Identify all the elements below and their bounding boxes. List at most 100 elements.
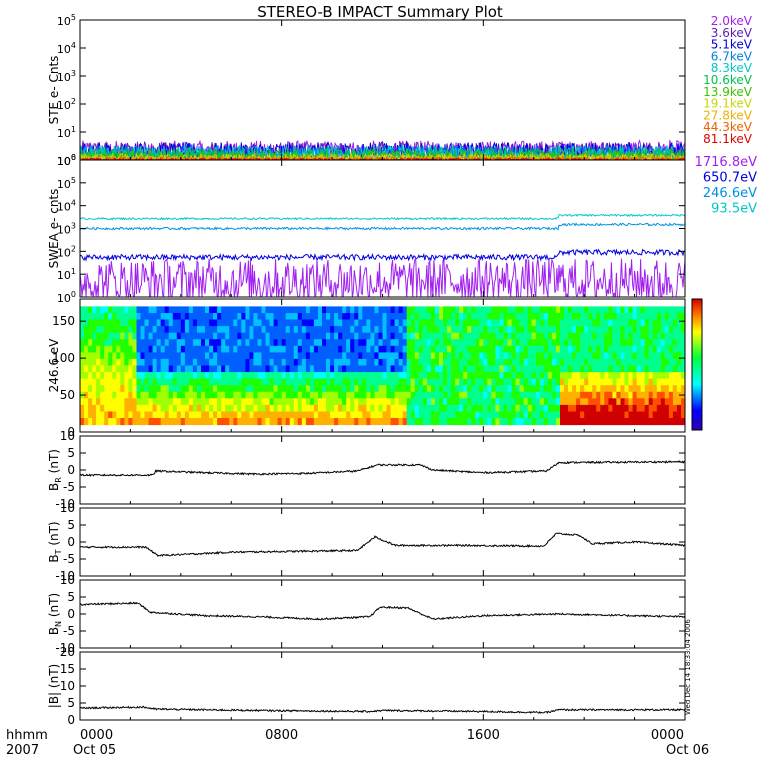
pad-heatmap-cell: [257, 418, 262, 426]
pad-heatmap-cell: [543, 339, 549, 347]
pad-heatmap-cell: [426, 313, 432, 321]
pad-heatmap-cell: [156, 418, 162, 426]
pad-heatmap-cell: [378, 319, 383, 327]
pad-heatmap-cell: [439, 345, 444, 353]
pad-heatmap-cell: [124, 398, 129, 406]
pad-heatmap-cell: [265, 306, 270, 314]
pad-heatmap-cell: [217, 378, 222, 386]
pad-heatmap-cell: [568, 411, 573, 419]
pad-heatmap-cell: [576, 404, 581, 412]
pad-heatmap-cell: [434, 372, 440, 380]
pad-heatmap-cell: [455, 398, 460, 406]
pad-heatmap-cell: [390, 326, 396, 334]
pad-heatmap-cell: [213, 319, 218, 327]
pad-heatmap-cell: [402, 352, 408, 360]
pad-heatmap-cell: [608, 306, 613, 314]
pad-heatmap-cell: [354, 306, 359, 314]
pad-heatmap-cell: [551, 418, 557, 426]
pad-heatmap-cell: [628, 365, 633, 373]
pad-heatmap-cell: [616, 378, 621, 386]
pad-heatmap-cell: [221, 398, 226, 406]
pad-heatmap-cell: [273, 352, 279, 360]
pad-heatmap-cell: [156, 339, 162, 347]
pad-heatmap-cell: [628, 345, 633, 353]
pad-heatmap-cell: [180, 411, 186, 419]
pad-heatmap-cell: [362, 391, 367, 399]
pad-heatmap-cell: [366, 378, 371, 386]
pad-heatmap-cell: [144, 352, 149, 360]
pad-heatmap-cell: [612, 411, 617, 419]
pad-heatmap-cell: [120, 326, 125, 334]
pad-heatmap-cell: [668, 306, 674, 314]
pad-heatmap-cell: [269, 332, 275, 340]
pad-heatmap-cell: [192, 358, 198, 366]
pad-heatmap-cell: [430, 385, 436, 393]
pad-heatmap-cell: [451, 418, 456, 426]
pad-heatmap-cell: [237, 313, 242, 321]
pad-heatmap-cell: [455, 339, 460, 347]
pad-heatmap-cell: [443, 378, 448, 386]
pad-heatmap-cell: [434, 339, 440, 347]
pad-heatmap-cell: [495, 345, 500, 353]
pad-heatmap-cell: [588, 326, 593, 334]
pad-heatmap-cell: [632, 345, 638, 353]
pad-heatmap-cell: [277, 404, 283, 412]
pad-heatmap-cell: [564, 339, 569, 347]
pad-heatmap-cell: [398, 306, 404, 314]
pad-heatmap-cell: [434, 365, 440, 373]
pad-heatmap-cell: [330, 391, 335, 399]
pad-heatmap-cell: [648, 404, 654, 412]
panel-pad-ytick-label: 50: [60, 388, 75, 402]
pad-heatmap-cell: [596, 332, 601, 340]
pad-heatmap-cell: [535, 306, 541, 314]
pad-heatmap-cell: [116, 306, 121, 314]
pad-heatmap-cell: [92, 418, 97, 426]
pad-heatmap-cell: [398, 372, 404, 380]
pad-heatmap-cell: [382, 306, 387, 314]
pad-heatmap-cell: [463, 378, 468, 386]
pad-heatmap-cell: [390, 385, 396, 393]
pad-heatmap-cell: [439, 358, 444, 366]
pad-heatmap-cell: [483, 332, 488, 340]
pad-heatmap-cell: [515, 411, 521, 419]
pad-heatmap-cell: [305, 332, 311, 340]
pad-heatmap-cell: [108, 345, 113, 353]
pad-heatmap-cell: [192, 326, 198, 334]
pad-heatmap-cell: [580, 385, 585, 393]
pad-heatmap-cell: [205, 326, 210, 334]
pad-heatmap-cell: [249, 319, 254, 327]
pad-heatmap-cell: [640, 418, 646, 426]
pad-heatmap-cell: [205, 339, 210, 347]
pad-heatmap-cell: [217, 418, 222, 426]
pad-heatmap-cell: [600, 385, 605, 393]
pad-heatmap-cell: [265, 358, 270, 366]
pad-heatmap-cell: [652, 418, 658, 426]
pad-heatmap-cell: [358, 378, 363, 386]
pad-heatmap-cell: [451, 358, 456, 366]
pad-heatmap-cell: [620, 332, 625, 340]
pad-heatmap-cell: [152, 313, 158, 321]
pad-heatmap-cell: [350, 306, 355, 314]
pad-heatmap-cell: [301, 358, 307, 366]
pad-heatmap-cell: [374, 332, 379, 340]
pad-heatmap-cell: [531, 358, 537, 366]
pad-heatmap-cell: [636, 313, 642, 321]
pad-heatmap-cell: [297, 398, 303, 406]
pad-heatmap-cell: [297, 345, 303, 353]
pad-heatmap-cell: [632, 391, 638, 399]
pad-heatmap-cell: [156, 358, 162, 366]
pad-heatmap-cell: [338, 398, 343, 406]
pad-heatmap-cell: [80, 332, 85, 340]
pad-heatmap-cell: [128, 358, 133, 366]
pad-heatmap-cell: [330, 345, 335, 353]
pad-heatmap-cell: [350, 404, 355, 412]
pad-heatmap-cell: [467, 352, 472, 360]
pad-heatmap-cell: [584, 365, 589, 373]
pad-heatmap-cell: [580, 306, 585, 314]
pad-heatmap-cell: [475, 378, 480, 386]
pad-heatmap-cell: [664, 352, 670, 360]
pad-heatmap-cell: [434, 332, 440, 340]
pad-heatmap-cell: [459, 332, 464, 340]
pad-heatmap-cell: [644, 378, 650, 386]
pad-heatmap-cell: [334, 378, 339, 386]
